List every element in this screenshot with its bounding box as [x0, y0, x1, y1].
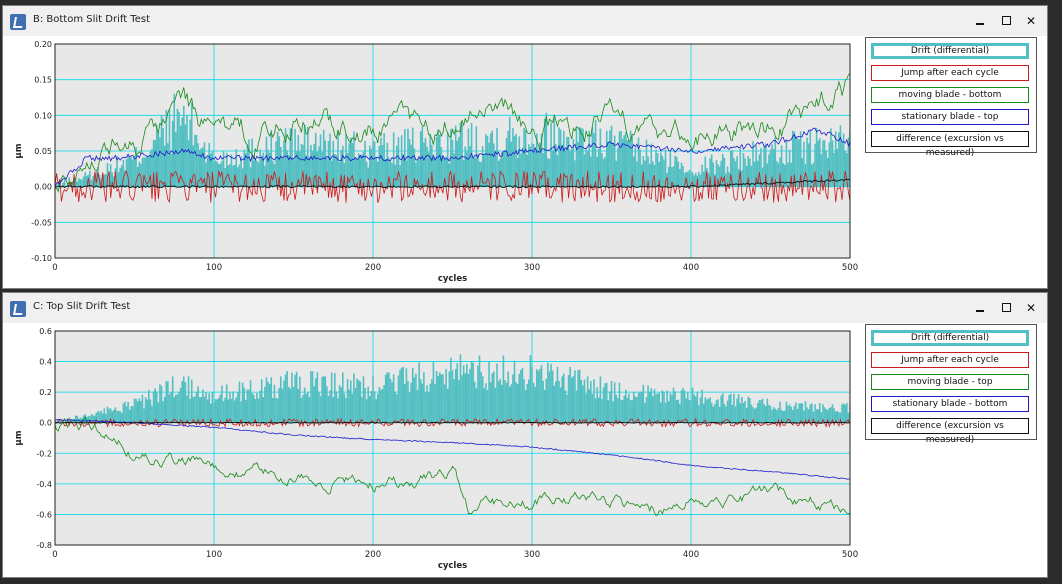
x-tick-label: 400 — [683, 550, 699, 560]
y-tick-label: -0.6 — [36, 510, 52, 519]
close-button[interactable]: ✕ — [1025, 14, 1037, 28]
x-tick-label: 100 — [206, 263, 222, 273]
window-bottom-slit: B: Bottom Slit Drift Test ✕ 0 100 200 300 40… — [2, 5, 1048, 289]
x-tick-label: 0 — [52, 550, 57, 560]
y-tick-label: -0.2 — [36, 449, 52, 458]
plot-border — [54, 43, 851, 259]
drift-chart: 0 100 200 300 400 500 -0.10 -0.05 0.00 0.05 0.10 0.… — [14, 40, 858, 284]
stationary-blade-line — [55, 418, 850, 480]
difference-line — [55, 178, 850, 189]
plot-area — [54, 330, 851, 546]
drift-chart: 0 100 200 300 400 500 -0.8 -0.6 -0.4 -0.2 0.0 0.2 0.… — [14, 327, 858, 571]
legend-jump-after-each-cycle[interactable]: Jump after each cycle — [871, 352, 1029, 368]
close-button[interactable]: ✕ — [1025, 301, 1037, 315]
legend-stationary-blade-bottom[interactable]: stationary blade - bottom — [871, 396, 1029, 412]
y-tick-label: -0.4 — [36, 480, 52, 489]
legend-panel: Drift (differential) Jump after each cyc… — [865, 37, 1037, 158]
x-tick-label: 100 — [206, 550, 222, 560]
legend-drift-differential[interactable]: Drift (differential) — [871, 43, 1029, 59]
y-axis-label: µm — [14, 430, 24, 445]
moving-blade-line — [55, 73, 850, 193]
legend-drift-differential[interactable]: Drift (differential) — [871, 330, 1029, 346]
series-group — [55, 354, 850, 516]
y-tick-label: -0.10 — [31, 254, 52, 263]
legend-difference[interactable]: difference (excursion vs measured) — [871, 131, 1029, 158]
window-title: B: Bottom Slit Drift Test — [33, 14, 150, 25]
x-tick-label: 300 — [524, 550, 540, 560]
minimize-button[interactable] — [973, 301, 987, 315]
plot-border — [54, 330, 851, 546]
minimize-button[interactable] — [973, 14, 987, 28]
window-top-slit: C: Top Slit Drift Test ✕ 0 100 200 300 400 50… — [2, 292, 1048, 578]
title-bar[interactable]: B: Bottom Slit Drift Test ✕ — [3, 6, 1047, 36]
y-tick-label: 0.15 — [34, 76, 52, 85]
legend-moving-blade-top[interactable]: moving blade - top — [871, 374, 1029, 390]
y-tick-label: -0.8 — [36, 541, 52, 550]
x-tick-label: 200 — [365, 550, 381, 560]
y-axis-label: µm — [14, 143, 24, 158]
app-icon — [10, 14, 26, 30]
jump-line — [55, 417, 850, 428]
y-tick-label: 0.00 — [34, 183, 52, 192]
x-axis-label: cycles — [438, 561, 467, 571]
x-tick-label: 400 — [683, 263, 699, 273]
x-tick-label: 0 — [52, 263, 57, 273]
y-tick-label: 0.0 — [39, 419, 52, 428]
x-tick-label: 300 — [524, 263, 540, 273]
maximize-button[interactable] — [999, 301, 1013, 315]
x-tick-label: 500 — [842, 263, 858, 273]
y-tick-label: 0.10 — [34, 111, 52, 120]
y-tick-label: 0.20 — [34, 40, 52, 49]
legend-difference[interactable]: difference (excursion vs measured) — [871, 418, 1029, 445]
y-tick-label: 0.2 — [39, 388, 52, 397]
maximize-button[interactable] — [999, 14, 1013, 28]
y-tick-label: 0.6 — [39, 327, 52, 336]
moving-blade-line — [55, 416, 850, 516]
x-tick-label: 200 — [365, 263, 381, 273]
legend-jump-after-each-cycle[interactable]: Jump after each cycle — [871, 65, 1029, 81]
y-tick-label: 0.05 — [34, 147, 52, 156]
legend-panel: Drift (differential) Jump after each cyc… — [865, 324, 1037, 445]
window-title: C: Top Slit Drift Test — [33, 301, 131, 312]
y-tick-label: 0.4 — [39, 358, 52, 367]
x-axis-label: cycles — [438, 274, 467, 284]
stationary-blade-line — [55, 127, 850, 189]
y-tick-label: -0.05 — [31, 218, 52, 227]
series-group — [55, 73, 850, 204]
title-bar[interactable]: C: Top Slit Drift Test ✕ — [3, 293, 1047, 323]
difference-line — [55, 421, 850, 424]
legend-moving-blade-bottom[interactable]: moving blade - bottom — [871, 87, 1029, 103]
legend-stationary-blade-top[interactable]: stationary blade - top — [871, 109, 1029, 125]
app-icon — [10, 301, 26, 317]
x-tick-label: 500 — [842, 550, 858, 560]
